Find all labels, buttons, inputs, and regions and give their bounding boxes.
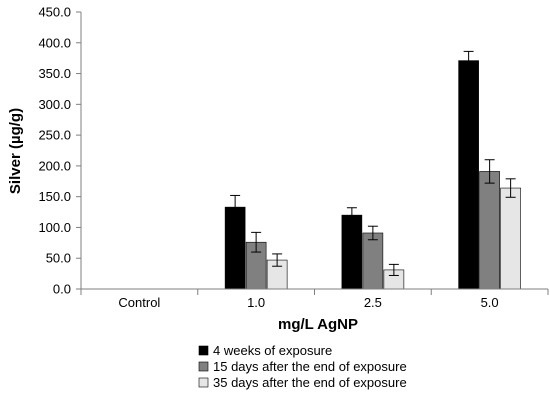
- y-axis-ticks: 0.0 50.0 100.0 150.0 200.0 250.0 300.0 350.0 400…: [38, 5, 81, 297]
- bars: [224, 60, 521, 290]
- x-tick-label: 5.0: [481, 295, 499, 310]
- bar: [224, 206, 246, 290]
- legend-label: 15 days after the end of exposure: [213, 359, 407, 374]
- x-tick-label: 1.0: [247, 295, 265, 310]
- y-tick-label: 350.0: [38, 66, 71, 81]
- legend-swatch: [198, 361, 209, 372]
- y-tick-label: 150.0: [38, 189, 71, 204]
- x-tick-label: 2.5: [364, 295, 382, 310]
- legend-label: 4 weeks of exposure: [213, 343, 332, 358]
- legend-swatch: [198, 377, 209, 388]
- bar: [341, 214, 363, 290]
- error-bars: [230, 50, 516, 276]
- bar: [362, 232, 384, 290]
- y-tick-label: 400.0: [38, 35, 71, 50]
- y-axis-title: Silver (µg/g): [7, 108, 24, 194]
- x-tick-label: Control: [118, 295, 160, 310]
- x-axis-title: mg/L AgNP: [278, 316, 358, 333]
- y-tick-label: 50.0: [46, 251, 71, 266]
- y-tick-label: 250.0: [38, 128, 71, 143]
- bar: [458, 60, 479, 290]
- legend-label: 35 days after the end of exposure: [213, 375, 407, 390]
- y-tick-label: 0.0: [53, 282, 71, 297]
- bar: [500, 187, 521, 290]
- y-tick-label: 300.0: [38, 97, 71, 112]
- y-tick-label: 450.0: [38, 5, 71, 20]
- x-axis-ticks: Control 1.0 2.5 5.0: [80, 289, 549, 310]
- y-tick-label: 200.0: [38, 158, 71, 173]
- bar: [479, 171, 500, 290]
- y-tick-label: 100.0: [38, 220, 71, 235]
- legend-swatch: [198, 345, 209, 356]
